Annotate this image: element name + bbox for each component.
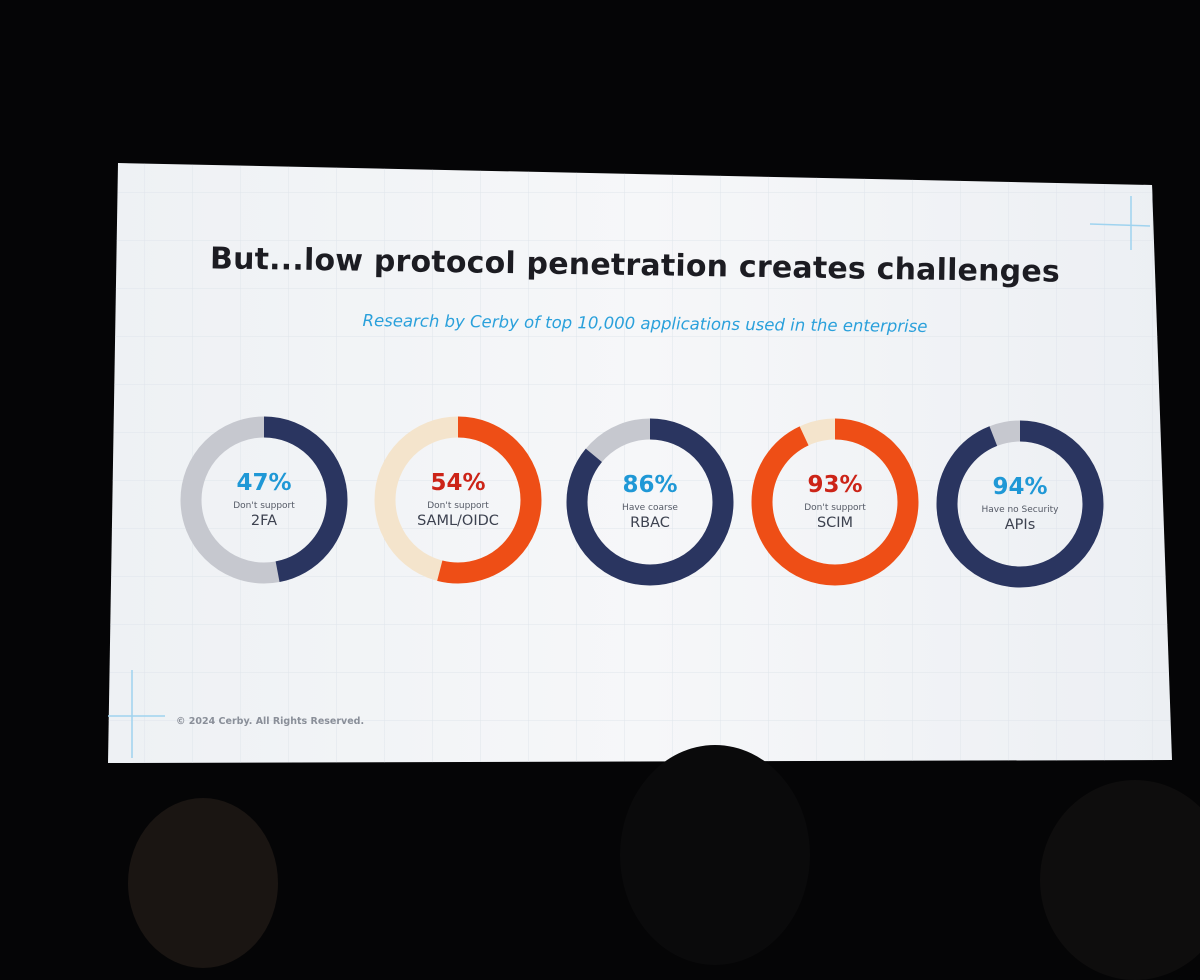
donut-label-line2: RBAC <box>630 515 670 531</box>
donut-security-apis: 94% Have no Security APIs <box>932 416 1108 592</box>
sparkle-accent-bottom-left <box>108 670 165 758</box>
donut-label-line1: Have no Security <box>981 505 1059 515</box>
donut-value-arc <box>936 420 1104 588</box>
audience-head <box>128 798 278 968</box>
donut-ring <box>936 420 1104 588</box>
sparkle-accent-top-right <box>1089 196 1151 250</box>
audience-head <box>620 745 810 965</box>
donut-value-arc <box>566 418 734 586</box>
donut-value-arc <box>751 418 919 586</box>
donut-label-line1: Don't support <box>233 501 295 511</box>
donut-scim: 93% Don't support SCIM <box>747 414 923 590</box>
donut-ring <box>751 418 919 586</box>
donut-label-line2: SAML/OIDC <box>417 513 499 529</box>
donut-percent: 93% <box>807 472 863 498</box>
donut-label-line1: Don't support <box>804 503 866 513</box>
copyright-notice: © 2024 Cerby. All Rights Reserved. <box>176 716 365 727</box>
donut-ring <box>180 416 348 584</box>
donut-label-line2: SCIM <box>816 515 854 531</box>
donut-label-line2: 2FA <box>250 513 278 529</box>
donut-rbac: 86% Have coarse RBAC <box>562 414 738 590</box>
donut-value-arc <box>180 416 348 584</box>
projection-scene <box>108 163 1172 763</box>
donut-percent: 86% <box>622 472 678 498</box>
donut-saml-oidc: 54% Don't support SAML/OIDC <box>370 412 546 588</box>
donut-value-arc <box>374 416 542 584</box>
donut-percent: 94% <box>992 474 1048 500</box>
donut-2fa: 47% Don't support 2FA <box>176 412 352 588</box>
donut-ring <box>374 416 542 584</box>
donut-percent: 47% <box>236 470 292 496</box>
donut-label-line1: Don't support <box>427 501 489 511</box>
donut-ring <box>566 418 734 586</box>
donut-label-line2: APIs <box>1004 517 1036 533</box>
donut-percent: 54% <box>430 470 486 496</box>
donut-label-line1: Have coarse <box>622 503 678 513</box>
